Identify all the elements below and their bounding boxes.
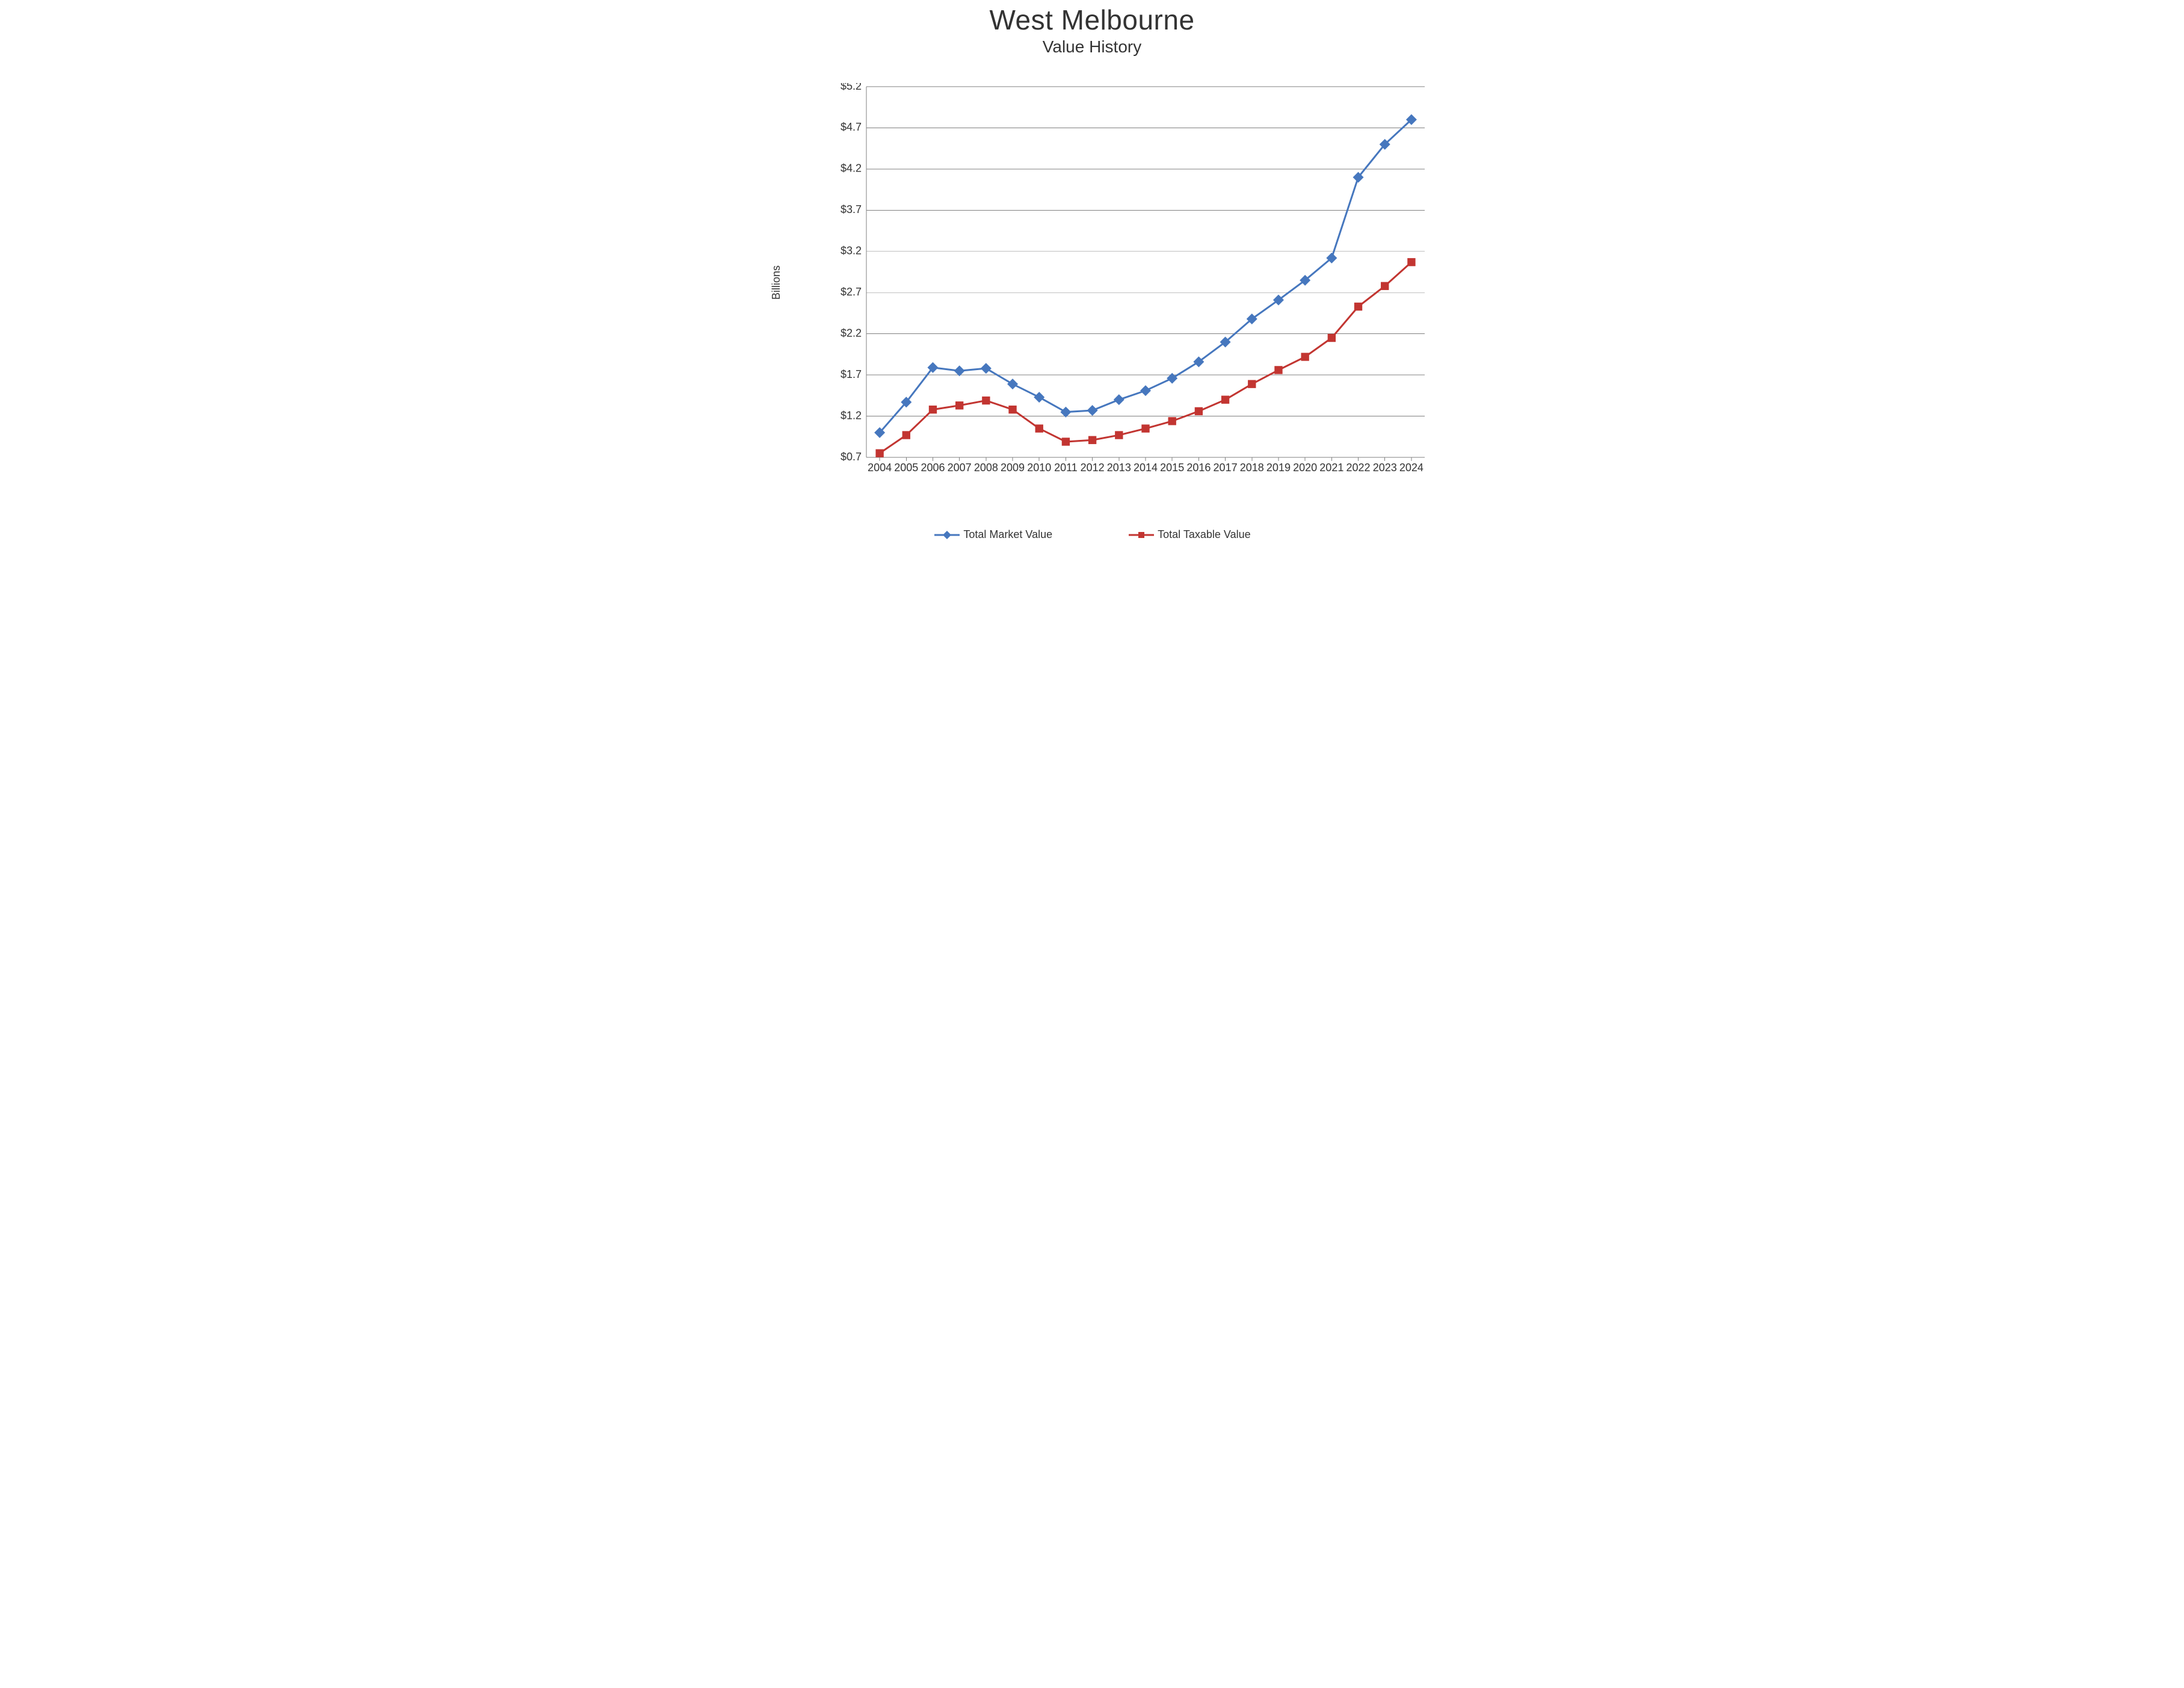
svg-text:2004: 2004	[868, 462, 892, 474]
chart-plot-area: $0.7 $1.2 $1.7 $2.2 $2.7 $3.2 $3.7 $4.2 $4.7 $5.2…	[830, 83, 1432, 480]
legend-swatch-taxable	[1127, 530, 1155, 540]
svg-text:$4.7: $4.7	[841, 121, 862, 133]
svg-text:2014: 2014	[1134, 462, 1158, 474]
svg-text:$4.2: $4.2	[841, 162, 862, 175]
svg-text:2017: 2017	[1214, 462, 1238, 474]
svg-text:2007: 2007	[948, 462, 972, 474]
svg-text:2013: 2013	[1107, 462, 1131, 474]
svg-text:2009: 2009	[1001, 462, 1025, 474]
svg-text:$1.7: $1.7	[841, 368, 862, 380]
svg-text:2011: 2011	[1054, 462, 1078, 474]
svg-text:2012: 2012	[1081, 462, 1105, 474]
chart-legend: Total Market Value Total Taxable Value	[728, 528, 1456, 543]
svg-text:2024: 2024	[1399, 462, 1424, 474]
chart-title: West Melbourne	[728, 4, 1456, 36]
svg-text:2018: 2018	[1240, 462, 1264, 474]
svg-text:$2.7: $2.7	[841, 286, 862, 298]
legend-swatch-market	[933, 530, 961, 540]
svg-text:2023: 2023	[1373, 462, 1397, 474]
chart-svg: $0.7 $1.2 $1.7 $2.2 $2.7 $3.2 $3.7 $4.2 $4.7 $5.2…	[830, 83, 1432, 480]
svg-text:2015: 2015	[1160, 462, 1184, 474]
legend-label-taxable: Total Taxable Value	[1158, 528, 1250, 541]
chart-page: West Melbourne Value History Billions $0…	[728, 4, 1456, 566]
legend-item-taxable: Total Taxable Value	[1127, 528, 1250, 541]
svg-text:$1.2: $1.2	[841, 409, 862, 421]
svg-text:2016: 2016	[1186, 462, 1211, 474]
svg-text:$3.7: $3.7	[841, 203, 862, 215]
svg-text:2022: 2022	[1346, 462, 1371, 474]
svg-text:2021: 2021	[1319, 462, 1343, 474]
y-axis-label: Billions	[770, 265, 783, 300]
svg-text:2005: 2005	[894, 462, 918, 474]
legend-item-market: Total Market Value	[933, 528, 1052, 541]
svg-text:$0.7: $0.7	[841, 451, 862, 463]
svg-text:2006: 2006	[921, 462, 945, 474]
svg-text:2008: 2008	[974, 462, 998, 474]
svg-text:2020: 2020	[1293, 462, 1317, 474]
svg-text:2019: 2019	[1266, 462, 1291, 474]
svg-text:$2.2: $2.2	[841, 327, 862, 339]
legend-label-market: Total Market Value	[963, 528, 1052, 541]
chart-subtitle: Value History	[728, 37, 1456, 57]
svg-text:$3.2: $3.2	[841, 245, 862, 257]
svg-text:2010: 2010	[1027, 462, 1051, 474]
svg-text:$5.2: $5.2	[841, 83, 862, 92]
